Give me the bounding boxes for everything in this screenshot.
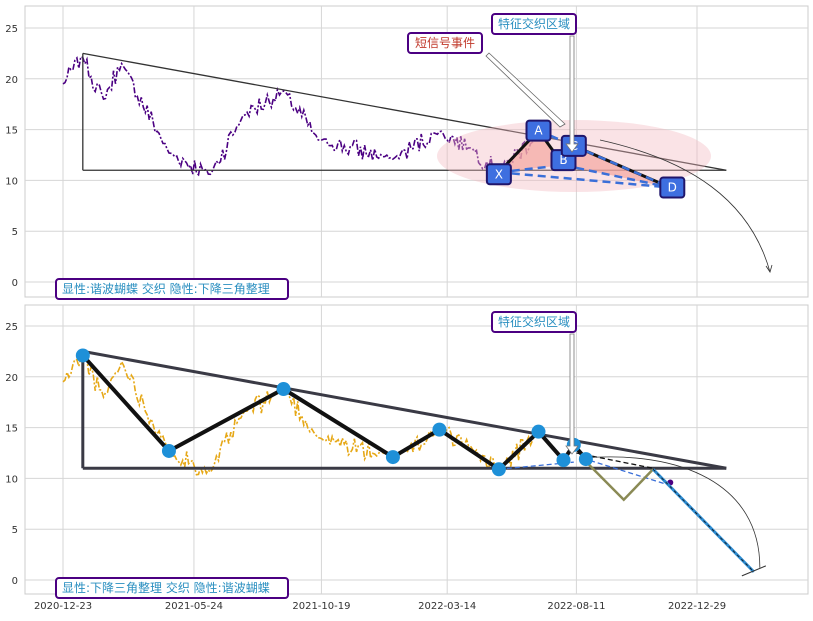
harmonic-ratio-line <box>538 129 671 189</box>
y-tick-label: 10 <box>5 474 18 485</box>
pivot-dot <box>432 422 447 437</box>
y-tick-label: 25 <box>5 322 18 333</box>
projection-arrowhead <box>765 264 773 273</box>
plot-area <box>24 304 809 595</box>
signal-annotation-box <box>407 32 483 54</box>
pivot-dot <box>385 450 400 465</box>
footer-box <box>55 577 289 599</box>
point-label-a: A <box>534 124 543 138</box>
zone-annotation-box <box>491 311 577 333</box>
triangle-upper-line <box>82 349 727 470</box>
pivot-dot <box>556 453 571 468</box>
interweave-line <box>582 457 671 487</box>
point-label-b: B <box>559 153 567 167</box>
harmonic-triangle-xab <box>498 130 564 173</box>
zone-annotation-box <box>491 13 577 35</box>
y-tick-label: 15 <box>5 424 18 435</box>
x-tick-label: 2021-10-19 <box>292 601 350 612</box>
y-tick-label: 10 <box>5 176 18 187</box>
harmonic-ratio-line <box>498 171 671 189</box>
projection-curve <box>582 456 761 568</box>
price-line <box>62 55 539 177</box>
signal-arrow <box>485 52 566 128</box>
footer-label: 显性:下降三角整理 交织 隐性:谐波蝴蝶 <box>62 580 270 595</box>
projection-curve <box>599 139 771 273</box>
x-tick-label: 2021-05-24 <box>165 601 223 612</box>
signal-annotation-label: 短信号事件 <box>415 36 475 50</box>
interweave-line <box>498 461 574 470</box>
point-box-x <box>485 163 512 186</box>
panel-bottom: 2020-12-23 2021-05-24 2021-10-19 2022-03-14… <box>5 304 809 612</box>
projection-zigzag <box>581 457 654 502</box>
plot-area <box>24 5 809 298</box>
point-label-d: D <box>668 181 677 195</box>
point-box-d <box>659 176 686 199</box>
zone-arrow <box>565 333 579 455</box>
y-tick-label: 5 <box>12 227 18 238</box>
y-tick-label: 15 <box>5 126 18 137</box>
projection-breakdown <box>651 468 755 573</box>
y-tick-label: 20 <box>5 373 18 384</box>
price-line <box>62 354 540 476</box>
pivot-dot <box>578 452 593 467</box>
x-tick-label: 2022-08-11 <box>547 601 605 612</box>
pivot-dot <box>161 443 176 458</box>
zone-annotation-label: 特征交织区域 <box>498 314 570 329</box>
zone-arrow <box>565 35 579 153</box>
y-tick-label: 5 <box>12 525 18 536</box>
panel-top: 0510152025XABCD短信号事件特征交织区域显性:谐波蝴蝶 交织 隐性:… <box>5 5 809 300</box>
point-label-x: X <box>495 167 503 181</box>
point-box-a <box>525 119 552 142</box>
footer-box <box>55 278 289 300</box>
triangle-upper-line <box>82 52 727 171</box>
y-tick-label: 0 <box>12 278 18 289</box>
x-tick-label: 2022-03-14 <box>418 601 476 612</box>
y-tick-label: 25 <box>5 24 18 35</box>
y-tick-label: 0 <box>12 576 18 587</box>
pivot-dot <box>491 462 506 477</box>
pivot-dot <box>531 424 546 439</box>
pivot-dot <box>276 381 291 396</box>
zone-annotation-label: 特征交织区域 <box>498 16 570 31</box>
pivot-dot <box>75 348 90 363</box>
projection-end-marker <box>741 565 767 577</box>
footer-label: 显性:谐波蝴蝶 交织 隐性:下降三角整理 <box>62 281 270 296</box>
zigzag-path <box>81 354 588 472</box>
harmonic-ratio-line <box>563 163 671 189</box>
x-tick-label: 2022-12-29 <box>668 601 726 612</box>
x-tick-label: 2020-12-23 <box>34 601 92 612</box>
y-tick-label: 20 <box>5 75 18 86</box>
interweave-line <box>576 452 654 469</box>
